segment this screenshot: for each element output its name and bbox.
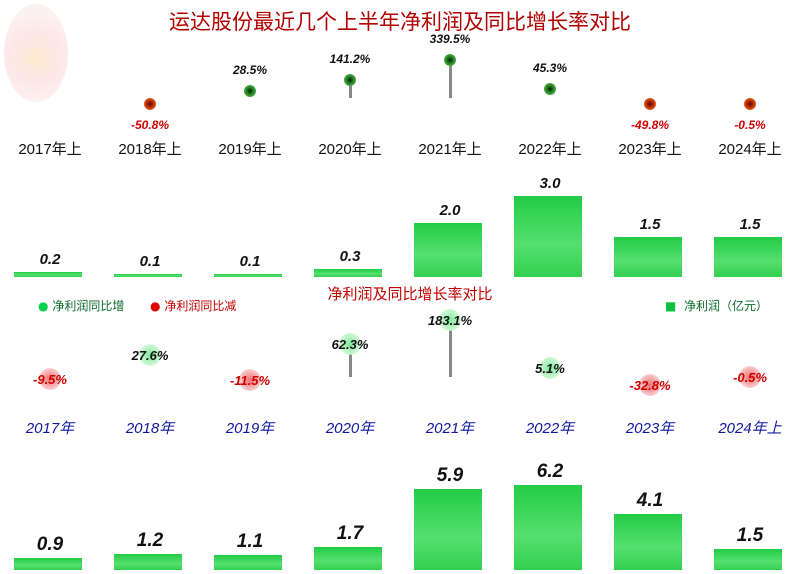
growth-dot [439,309,461,332]
bar-value-label: 1.7 [336,522,364,544]
legend-decrease-label: 净利润同比减 [164,299,237,313]
green-square-icon: ■ [665,299,677,313]
category-label: 2022年 [525,420,575,437]
growth-dot [344,73,356,86]
category-label: 2024年上 [718,141,782,158]
growth-dot [539,356,561,379]
growth-dot [139,343,161,366]
bar-value-label: 4.1 [636,489,664,511]
legend-profit-label: 净利润（亿元） [683,299,768,313]
category-label: 2021年 [425,420,475,437]
category-label: 2017年上 [18,141,82,158]
profit-bar [714,236,782,277]
decline-dot [239,368,261,391]
growth-stem [449,320,452,377]
growth-rate-label: -49.8% [630,118,670,132]
profit-bar [14,271,82,277]
profit-bar [414,223,482,277]
category-label: 2018年上 [118,141,182,158]
bar-value-label: 1.5 [739,215,761,233]
bar-value-label: 0.9 [36,533,64,555]
profit-bar [314,268,382,277]
category-label: 2020年上 [318,141,382,158]
profit-bar [514,196,582,277]
legend-increase-label: 净利润同比增 [52,299,125,313]
profit-bar [214,274,282,277]
red-dot-icon: ● [150,299,161,313]
legend-decrease: ● 净利润同比减 [150,297,236,314]
decline-dot [744,98,756,110]
category-label: 2020年 [325,420,375,437]
growth-dot [544,83,556,96]
legend-increase: ● 净利润同比增 [38,297,124,314]
profit-bar [214,554,282,570]
growth-rate-label: -0.5% [733,370,767,386]
profit-bar [614,236,682,277]
growth-rate-label: 62.3% [331,336,369,352]
growth-stem [349,343,352,377]
bar-value-label: 0.2 [39,250,61,268]
growth-dot [339,332,361,355]
decline-dot [144,98,156,110]
category-label: 2023年 [625,420,675,437]
growth-rate-label: -50.8% [130,118,170,132]
growth-rate-label: -32.8% [629,378,671,394]
growth-rate-label: -9.5% [33,372,67,388]
growth-dot [244,85,256,98]
profit-bar [314,546,382,570]
profit-bar [414,489,482,570]
bar-value-label: 1.5 [736,525,764,547]
growth-rate-label: 5.1% [535,360,565,376]
growth-rate-label: 141.2% [329,51,371,66]
growth-rate-label: 28.5% [232,63,268,78]
bar-value-label: 0.1 [139,253,161,270]
growth-stem [449,60,452,98]
bar-value-label: 0.1 [239,253,261,270]
green-dot-icon: ● [38,299,49,313]
bar-value-label: 3.0 [539,175,561,192]
profit-bar [714,549,782,570]
bar-value-label: 1.1 [236,530,264,552]
chart-subtitle: 净利润及同比增长率对比 [327,285,493,303]
growth-rate-label: 27.6% [131,347,169,363]
bar-value-label: 2.0 [439,202,461,219]
decline-dot [39,368,61,391]
legend-profit: ■ 净利润（亿元） [665,297,768,314]
growth-rate-label: -11.5% [229,372,271,388]
category-label: 2019年 [225,420,275,437]
profit-bar [114,274,182,277]
bar-value-label: 1.5 [639,215,661,233]
category-label: 2018年 [125,420,175,437]
decline-dot [739,366,761,389]
bar-value-label: 0.3 [339,247,361,265]
profit-bar [114,553,182,570]
chart-title: 运达股份最近几个上半年净利润及同比增长率对比 [169,10,631,34]
growth-rate-label: -0.5% [734,118,766,132]
growth-dot [444,54,456,67]
profit-bar [514,485,582,570]
bar-value-label: 1.2 [136,529,164,551]
bar-value-label: 6.2 [536,461,564,483]
growth-rate-label: 339.5% [429,32,471,47]
growth-stem [349,79,352,98]
growth-rate-label: 183.1% [427,313,473,329]
growth-rate-label: 45.3% [532,61,568,76]
category-label: 2024年上 [718,420,782,437]
profit-bar [14,557,82,570]
bar-value-label: 5.9 [436,465,464,487]
decline-dot [639,374,661,397]
category-label: 2017年 [25,420,75,437]
category-label: 2022年上 [518,141,582,158]
logo-watermark [4,4,68,102]
profit-bar [614,513,682,570]
category-label: 2023年上 [618,141,682,158]
decline-dot [644,98,656,110]
category-label: 2019年上 [218,141,282,158]
category-label: 2021年上 [418,141,482,158]
